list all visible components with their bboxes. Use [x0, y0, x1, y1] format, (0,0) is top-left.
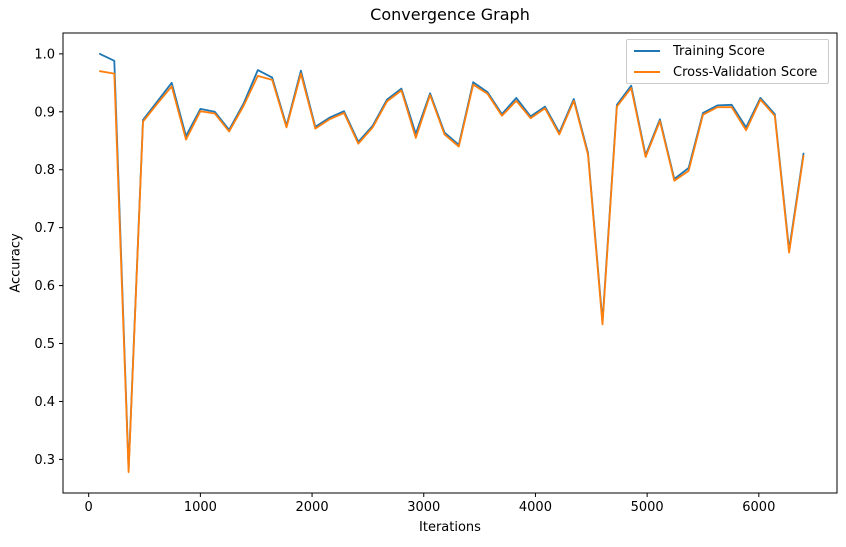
legend: Training Score Cross-Validation Score	[626, 39, 829, 84]
cross-validation-score-line-swatch	[634, 71, 660, 73]
y-tick-label: 0.7	[34, 221, 55, 236]
chart-title: Convergence Graph	[370, 5, 530, 24]
y-tick-label: 0.8	[34, 163, 55, 178]
series-line-cross-validation	[99, 70, 805, 474]
y-axis-label: Accuracy	[8, 233, 24, 293]
series-line-training	[99, 53, 805, 471]
y-tick-label: 0.6	[34, 279, 55, 294]
training-score-line-swatch	[634, 50, 660, 52]
x-tick-label: 4000	[519, 500, 552, 515]
x-tick-label: 2000	[296, 500, 329, 515]
y-tick-label: 0.4	[34, 395, 55, 410]
legend-label-training-score: Training Score	[673, 43, 765, 59]
legend-item-training-score: Training Score	[634, 42, 828, 61]
y-tick-label: 0.5	[34, 337, 55, 352]
legend-label-cross-validation-score: Cross-Validation Score	[673, 64, 818, 80]
x-tick-label: 1000	[184, 500, 217, 515]
axes-spines	[62, 32, 838, 494]
x-axis-label: Iterations	[419, 520, 481, 535]
x-tick-label: 5000	[631, 500, 664, 515]
x-tick-label: 6000	[742, 500, 775, 515]
y-tick-label: 0.3	[34, 453, 55, 468]
legend-item-cross-validation-score: Cross-Validation Score	[634, 63, 828, 82]
y-tick-label: 1.0	[34, 47, 55, 62]
x-tick-label: 3000	[407, 500, 440, 515]
x-tick-label: 0	[85, 500, 93, 515]
y-tick-label: 0.9	[34, 105, 55, 120]
